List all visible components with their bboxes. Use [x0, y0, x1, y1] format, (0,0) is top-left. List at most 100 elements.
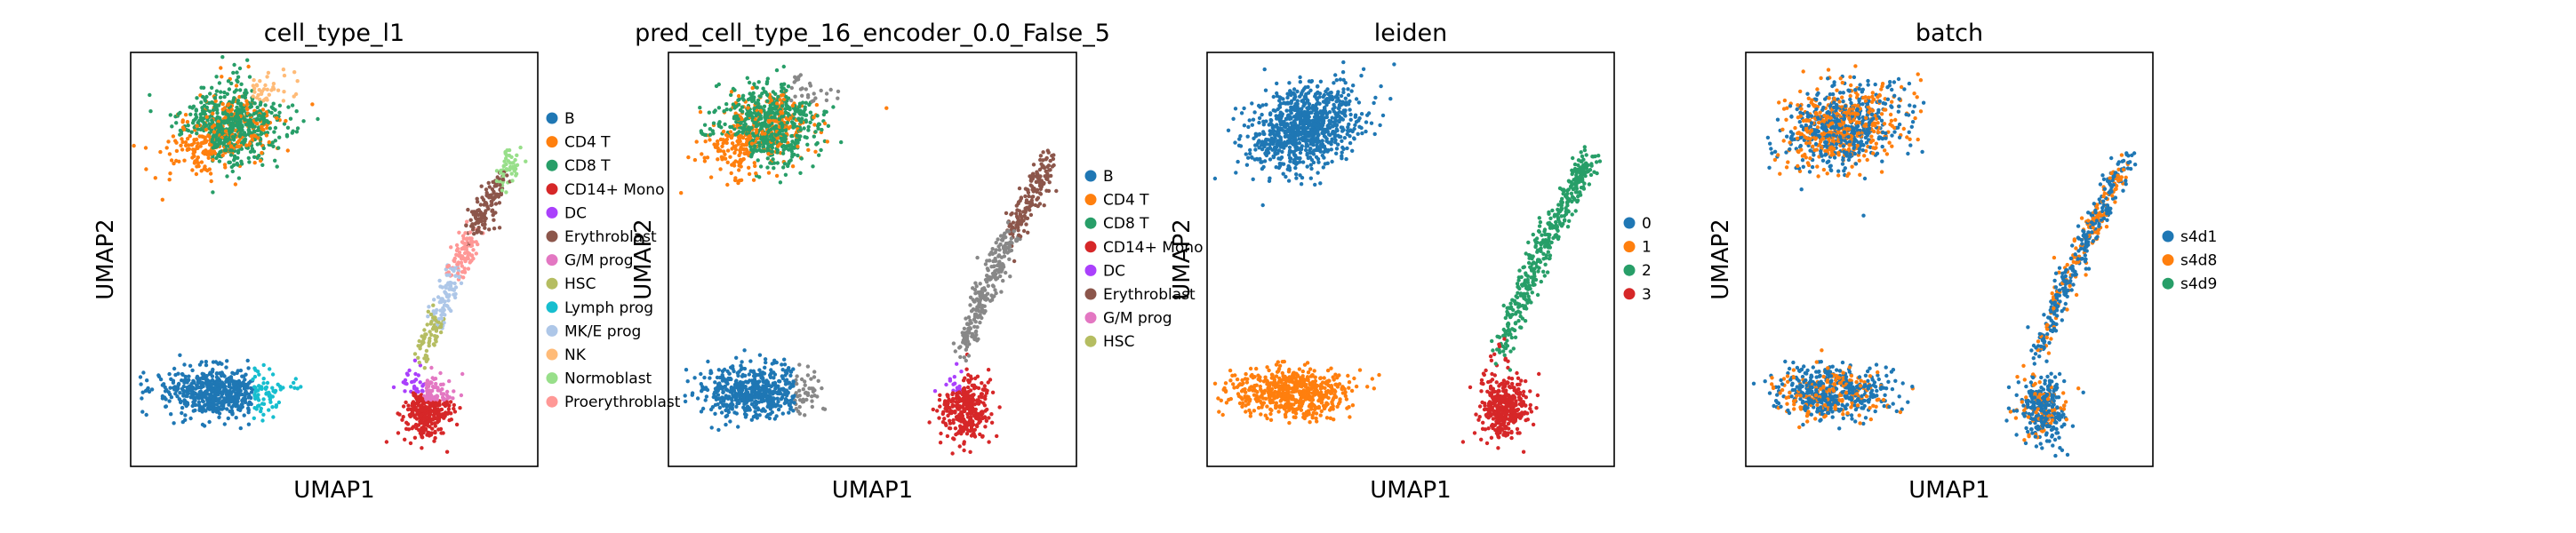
scatter-point [1020, 220, 1024, 225]
scatter-point [805, 92, 811, 98]
scatter-point [755, 416, 759, 420]
scatter-point [514, 173, 518, 178]
scatter-point [1005, 229, 1010, 234]
scatter-point [780, 362, 784, 367]
scatter-point [1026, 206, 1031, 211]
scatter-point [1366, 111, 1372, 115]
scatter-point [412, 415, 417, 419]
scatter-point [215, 107, 220, 113]
legend-label: CD8 T [1103, 215, 1149, 233]
scatter-point [439, 407, 444, 412]
scatter-point [1244, 163, 1250, 167]
scatter-point [274, 403, 279, 408]
scatter-point [728, 155, 732, 159]
scatter-point [132, 143, 136, 148]
scatter-point [415, 400, 420, 404]
scatter-point [197, 377, 203, 381]
scatter-point [760, 131, 764, 136]
scatter-point [236, 388, 240, 393]
scatter-point [183, 413, 188, 418]
scatter-point [1025, 216, 1030, 220]
scatter-point [772, 417, 777, 421]
scatter-point [434, 329, 439, 333]
scatter-point [282, 90, 286, 94]
scatter-point [229, 399, 234, 404]
scatter-point [972, 409, 977, 413]
scatter-point [802, 126, 806, 131]
scatter-point [486, 193, 492, 198]
scatter-point [213, 391, 218, 395]
scatter-point [811, 164, 815, 169]
scatter-point [794, 138, 798, 142]
legend-marker [546, 136, 558, 148]
scatter-point [729, 171, 733, 176]
scatter-point [210, 137, 214, 142]
scatter-point [238, 426, 243, 431]
scatter-point [465, 219, 469, 224]
scatter-point [1044, 157, 1048, 162]
scatter-point [737, 168, 741, 172]
scatter-point [457, 253, 461, 259]
scatter-point [804, 87, 808, 91]
scatter-point [439, 313, 444, 317]
scatter-point [141, 370, 146, 375]
scatter-point [724, 402, 729, 407]
scatter-point [749, 418, 754, 422]
scatter-point [699, 382, 703, 386]
scatter-point [1038, 192, 1044, 196]
scatter-point [171, 134, 176, 139]
scatter-point [1009, 236, 1014, 241]
scatter-point [796, 144, 800, 149]
scatter-point [236, 176, 242, 180]
scatter-point [220, 391, 224, 395]
scatter-point [468, 218, 473, 222]
scatter-point [993, 256, 997, 261]
scatter-point [428, 419, 433, 424]
scatter-point [265, 98, 269, 102]
scatter-point [223, 111, 228, 115]
scatter-point [234, 114, 238, 119]
scatter-point [480, 195, 484, 200]
scatter-point [448, 400, 453, 404]
scatter-point [716, 427, 721, 433]
scatter-point [239, 162, 244, 166]
scatter-point [1339, 93, 1344, 99]
scatter-point [138, 375, 143, 379]
scatter-point [702, 155, 707, 160]
scatter-point [238, 88, 243, 92]
scatter-point [740, 131, 745, 135]
scatter-point [973, 320, 978, 324]
scatter-point [684, 368, 689, 372]
scatter-point [752, 110, 756, 115]
scatter-point [831, 105, 836, 109]
scatter-point [196, 163, 201, 169]
scatter-point [227, 384, 231, 389]
scatter-point [812, 394, 817, 398]
scatter-point [432, 298, 436, 302]
scatter-point [736, 93, 741, 99]
scatter-point [218, 361, 222, 365]
scatter-point [200, 108, 205, 113]
scatter-point [755, 123, 760, 127]
scatter-point [422, 366, 427, 370]
scatter-point [193, 408, 197, 413]
legend-label: CD4 T [1103, 192, 1149, 210]
scatter-point [416, 355, 420, 360]
scatter-point [257, 372, 261, 377]
scatter-point [812, 123, 817, 127]
scatter-point [808, 110, 813, 115]
scatter-point [1028, 212, 1034, 218]
scatter-point [801, 112, 805, 116]
scatter-point [441, 382, 445, 386]
scatter-point [438, 370, 443, 376]
scatter-point [265, 125, 269, 131]
scatter-point [957, 346, 962, 350]
scatter-point [732, 88, 737, 92]
scatter-point [207, 142, 212, 147]
scatter-point [807, 102, 812, 107]
scatter-point [227, 402, 231, 407]
scatter-point [746, 106, 750, 110]
scatter-point [492, 191, 496, 195]
scatter-point [729, 377, 733, 382]
scatter-point [728, 419, 732, 424]
